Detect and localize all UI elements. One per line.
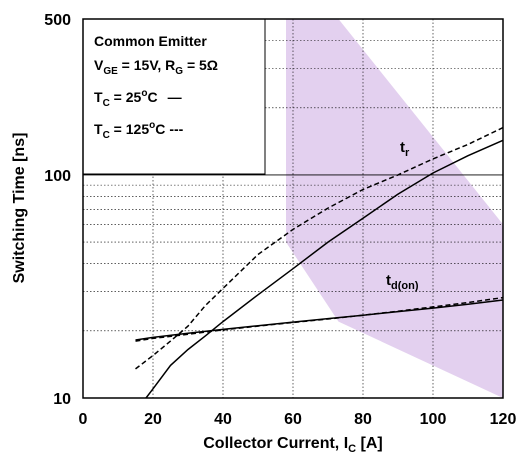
tick-labels: 0 20 40 60 80 100 120 10 100 500 bbox=[44, 12, 516, 428]
y-tick-label: 100 bbox=[44, 168, 71, 185]
series-line-1 bbox=[135, 126, 504, 370]
x-tick-label: 20 bbox=[144, 411, 162, 428]
shaded-region bbox=[286, 19, 503, 398]
plot-frame bbox=[82, 18, 504, 399]
x-tick-label: 80 bbox=[354, 411, 372, 428]
x-tick-label: 120 bbox=[490, 411, 517, 428]
legend-tc125: TC = 125oC --- bbox=[94, 120, 184, 141]
tdon-curve-label: td(on) bbox=[386, 272, 419, 292]
shaded-band-layer bbox=[286, 19, 503, 398]
x-tick-label: 100 bbox=[420, 411, 447, 428]
legend-conditions: VGE = 15V, RG = 5Ω bbox=[94, 57, 218, 77]
y-tick-label: 500 bbox=[44, 12, 71, 29]
legend-box bbox=[82, 18, 266, 175]
y-axis-title: Switching Time [ns] bbox=[11, 133, 28, 284]
series-layer bbox=[135, 126, 504, 399]
x-axis-title: Collector Current, IC [A] bbox=[203, 435, 383, 455]
x-tick-label: 0 bbox=[79, 411, 88, 428]
x-tick-label: 40 bbox=[214, 411, 232, 428]
tr-curve-label: tr bbox=[400, 139, 410, 159]
legend-title: Common Emitter bbox=[94, 33, 207, 49]
y-tick-label: 10 bbox=[53, 391, 71, 408]
legend: Common Emitter VGE = 15V, RG = 5Ω TC = 2… bbox=[82, 18, 266, 175]
x-tick-label: 60 bbox=[284, 411, 302, 428]
series-line-3 bbox=[135, 296, 504, 342]
legend-tc25: TC = 25oC — bbox=[94, 88, 182, 109]
series-line-0 bbox=[145, 139, 504, 399]
